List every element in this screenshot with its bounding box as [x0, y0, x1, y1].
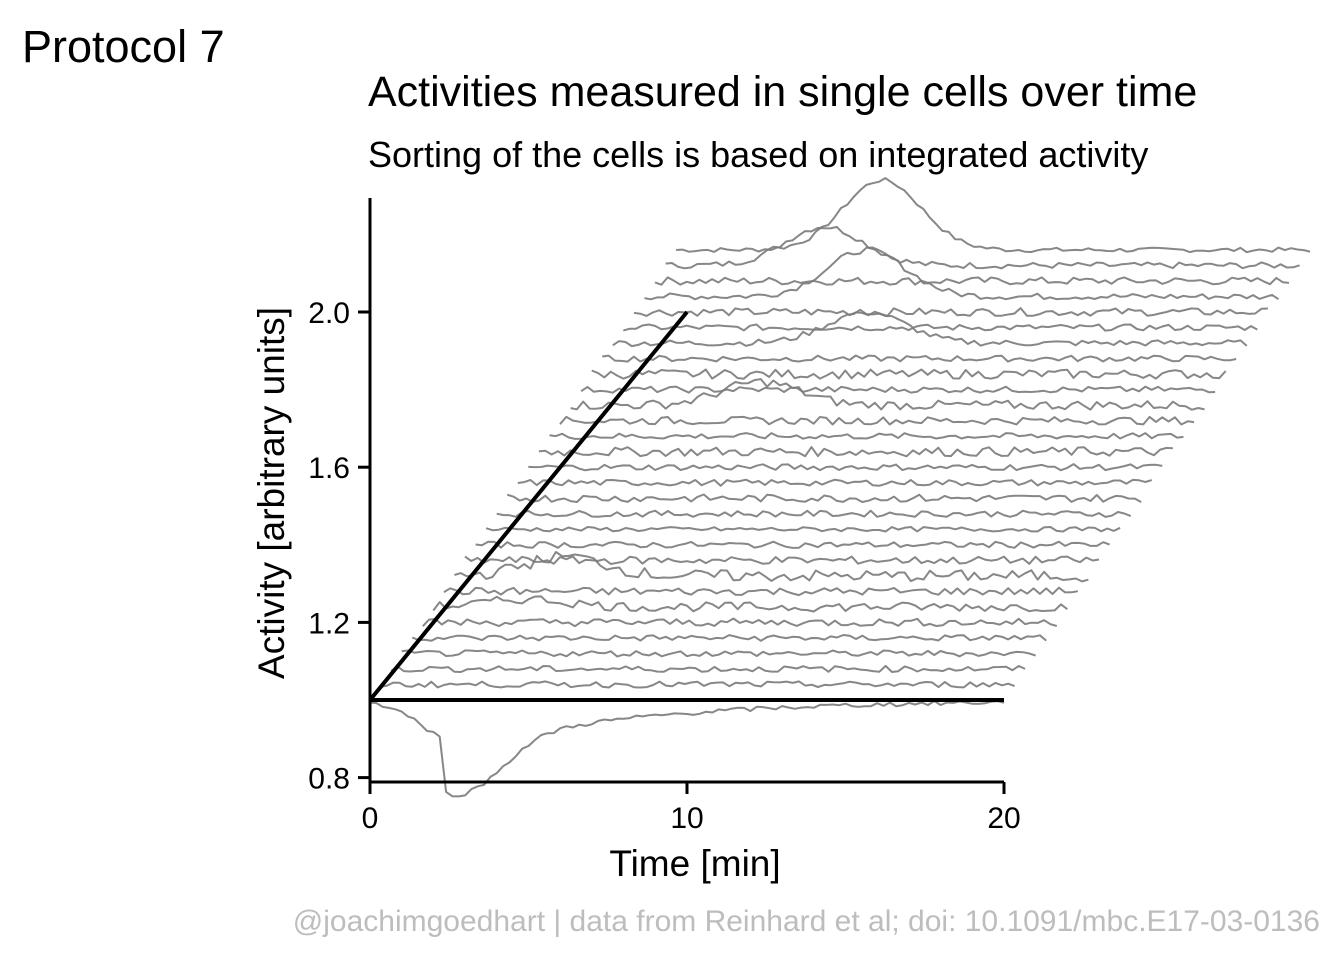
cell-trace-2	[380, 680, 1015, 689]
cell-trace-12	[485, 526, 1121, 533]
x-tick-label: 10	[670, 802, 703, 835]
cell-trace-27	[644, 246, 1280, 301]
cell-trace-28	[654, 276, 1290, 286]
cell-trace-23	[602, 354, 1237, 363]
cell-trace-9	[454, 551, 1089, 583]
y-axis-label: Activity [arbitrary units]	[251, 307, 292, 679]
cell-trace-6	[422, 617, 1058, 628]
cell-trace-10	[464, 555, 1100, 565]
y-tick-label: 1.6	[308, 452, 350, 485]
cell-trace-26	[633, 307, 1268, 317]
chart-subtitle: Sorting of the cells is based on integra…	[368, 134, 1148, 175]
cell-trace-24	[612, 308, 1248, 348]
cell-trace-18	[549, 432, 1184, 440]
cell-trace-14	[506, 493, 1142, 503]
protocol-tag: Protocol 7	[22, 21, 225, 72]
cell-trace-7	[432, 595, 1068, 613]
cell-trace-5	[411, 634, 1047, 642]
x-axis-ticks: 0 10 20	[362, 782, 1021, 835]
y-tick-label: 1.2	[308, 607, 350, 640]
cell-trace-8	[443, 586, 1079, 597]
cell-trace-17	[538, 446, 1173, 458]
x-tick-label: 20	[987, 802, 1020, 835]
x-axis-label: Time [min]	[609, 843, 780, 884]
diagonal-reference-line	[368, 310, 689, 702]
cell-trace-20	[570, 378, 1205, 411]
cell-traces	[369, 177, 1311, 798]
cell-trace-16	[528, 463, 1163, 472]
cell-trace-13	[496, 509, 1132, 518]
cell-trace-19	[559, 415, 1195, 426]
x-tick-label: 0	[362, 802, 379, 835]
cell-trace-3	[390, 664, 1026, 673]
y-tick-label: 2.0	[308, 297, 350, 330]
chart-title: Activities measured in single cells over…	[368, 68, 1197, 116]
caption: @joachimgoedhart | data from Reinhard et…	[293, 905, 1320, 938]
cell-trace-15	[517, 478, 1153, 487]
cell-trace-29	[665, 225, 1300, 270]
cell-trace-4	[401, 649, 1037, 658]
cell-trace-11	[475, 540, 1110, 549]
cell-trace-21	[580, 385, 1216, 394]
cell-trace-30	[676, 177, 1311, 254]
cell-trace-22	[591, 368, 1227, 380]
y-axis-ticks: 0.8 1.2 1.6 2.0	[308, 297, 370, 796]
cell-trace-25	[623, 323, 1258, 332]
cell-trace-1	[369, 700, 1005, 798]
y-tick-label: 0.8	[308, 763, 350, 796]
